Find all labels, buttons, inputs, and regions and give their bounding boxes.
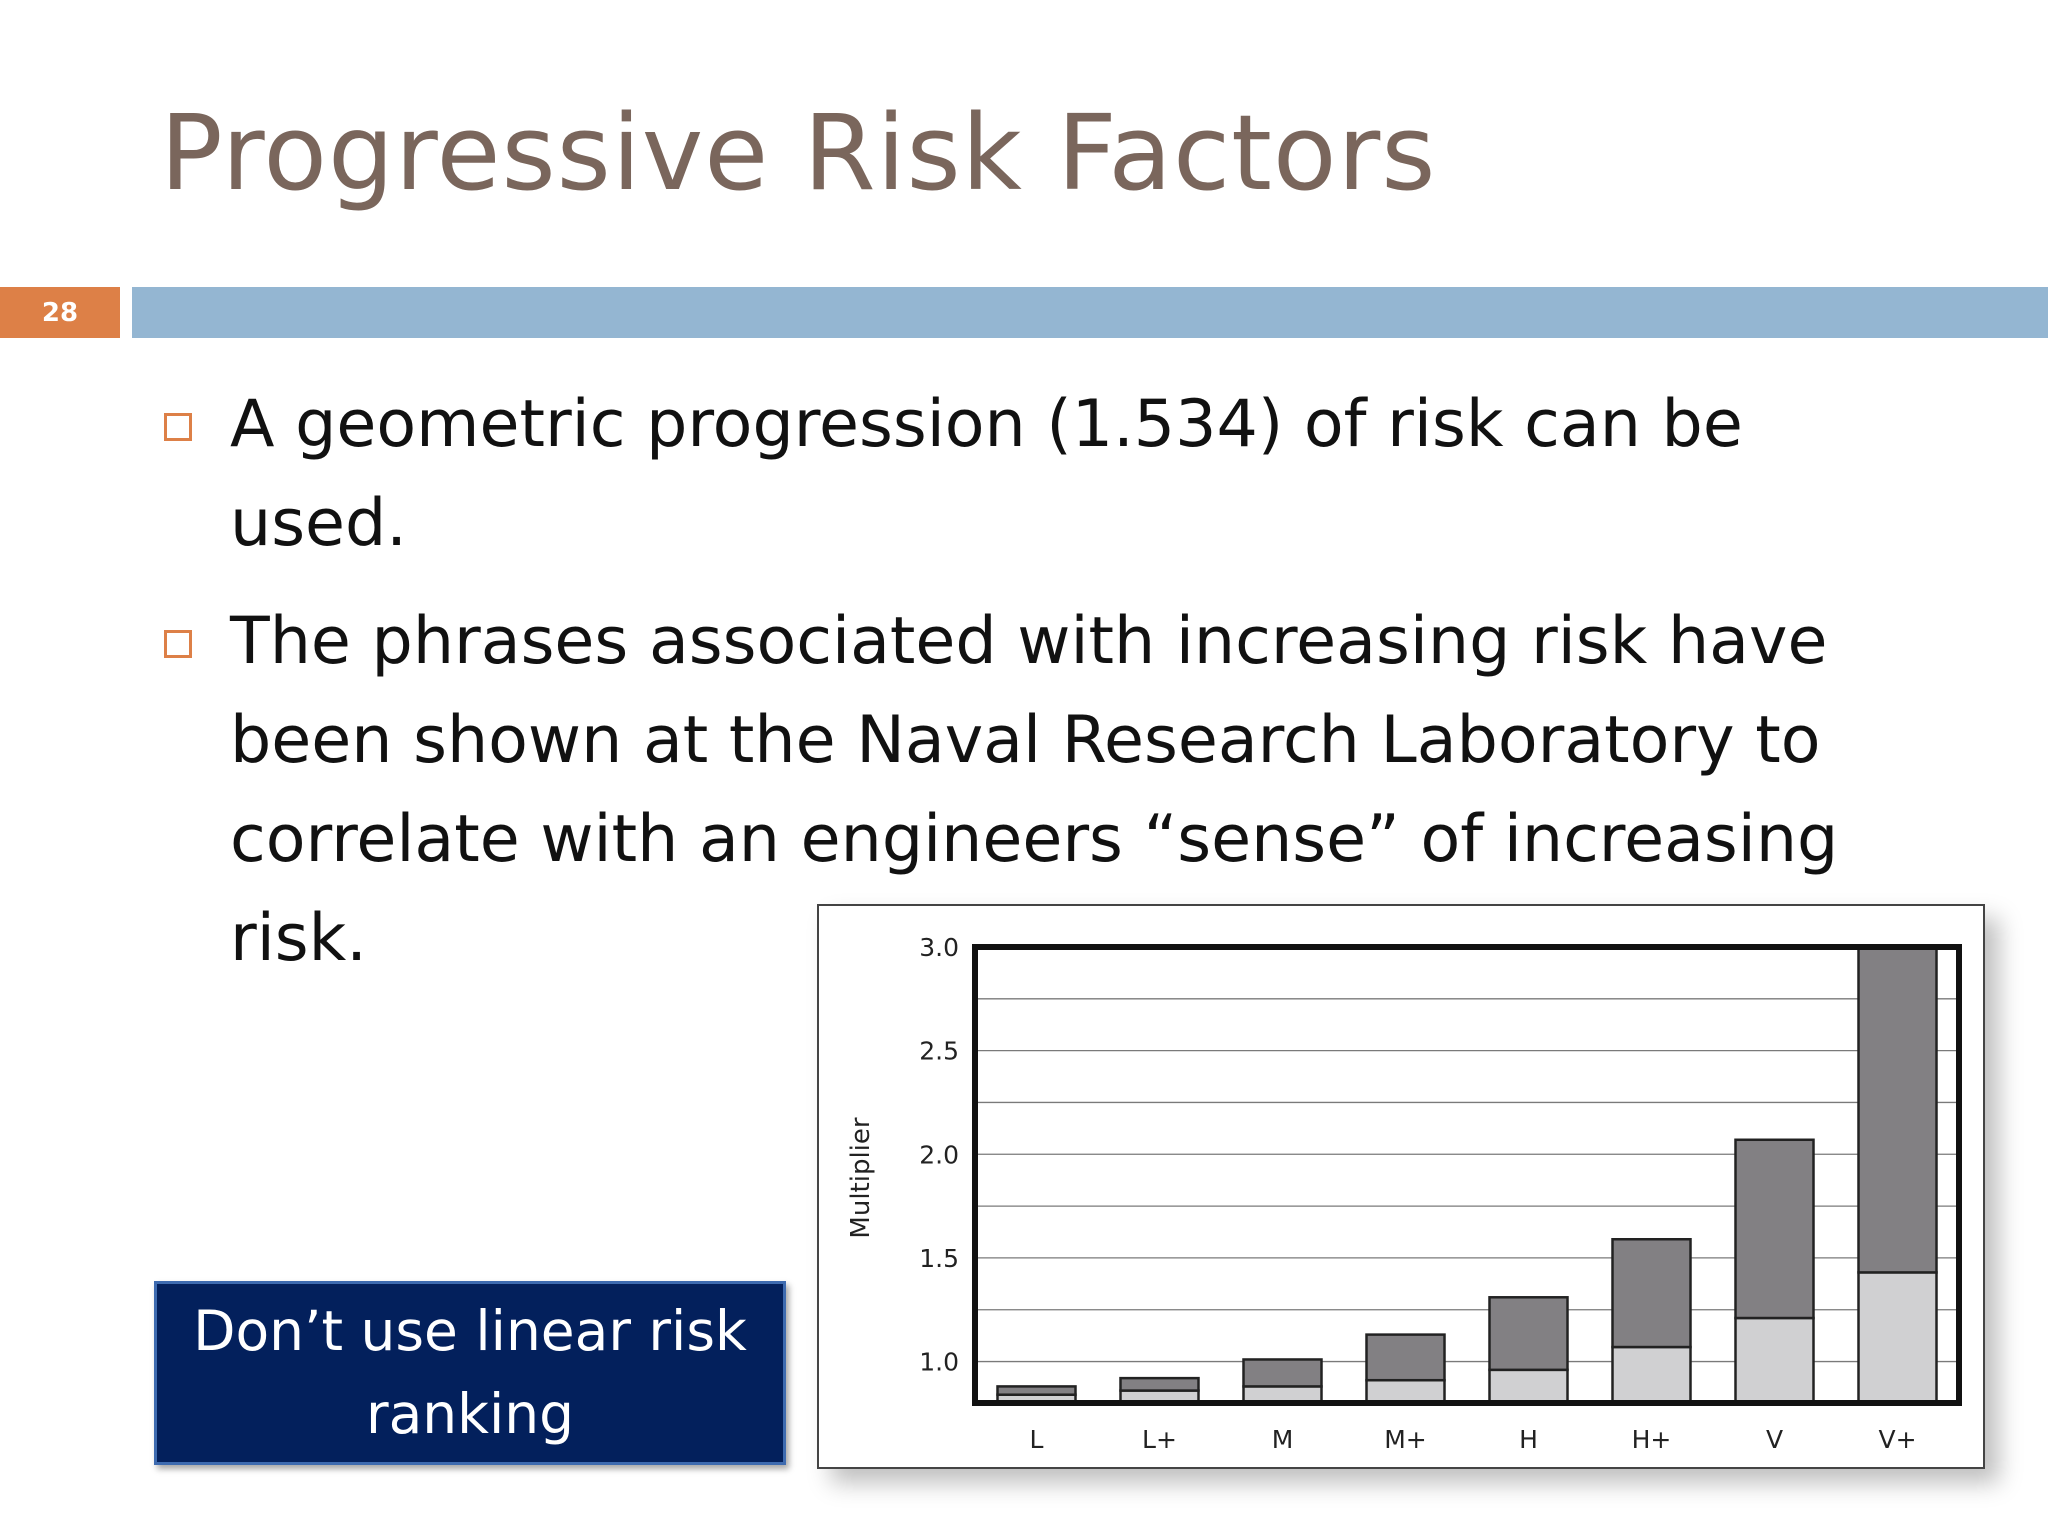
callout-box: Don’t use linear risk ranking bbox=[154, 1281, 786, 1465]
header-rule bbox=[132, 287, 2048, 338]
bar-segment-lower bbox=[1611, 1345, 1692, 1405]
multiplier-bar-chart: 1.0 1.5 2.0 2.5 3.0 Multiplier L L+ M M+ H H+ V V+ bbox=[846, 933, 1962, 1454]
bar-segment-lower bbox=[1734, 1316, 1815, 1405]
bullet-item: A geometric progression (1.534) of risk … bbox=[160, 375, 1880, 573]
bar-segment-lower bbox=[1365, 1378, 1446, 1405]
y-axis-label: Multiplier bbox=[846, 1117, 876, 1239]
slide-title: Progressive Risk Factors bbox=[160, 92, 1437, 214]
bar-segment-upper bbox=[996, 1385, 1077, 1396]
plot-area-border bbox=[972, 944, 1962, 1406]
bullet-text: The phrases associated with increasing r… bbox=[230, 604, 1839, 976]
x-tick-label: L+ bbox=[1142, 1425, 1177, 1454]
callout-text: Don’t use linear risk ranking bbox=[193, 1299, 747, 1446]
y-tick-label: 1.5 bbox=[919, 1244, 959, 1273]
bullet-text: A geometric progression (1.534) of risk … bbox=[230, 387, 1743, 561]
bar-segment-upper bbox=[1611, 1238, 1692, 1349]
bar-segment-upper bbox=[1488, 1296, 1569, 1372]
x-tick-label: M+ bbox=[1384, 1425, 1427, 1454]
y-tick-label: 1.0 bbox=[919, 1348, 959, 1377]
bullet-list: A geometric progression (1.534) of risk … bbox=[160, 375, 1880, 1007]
bar-segment-upper bbox=[1857, 945, 1938, 1274]
y-tick-label: 2.0 bbox=[919, 1140, 959, 1169]
square-bullet-icon bbox=[164, 413, 192, 441]
bar-segment-upper bbox=[1242, 1358, 1323, 1388]
bar-segment-lower bbox=[1857, 1271, 1938, 1405]
bar-segment-upper bbox=[1365, 1333, 1446, 1382]
bar-segment-upper bbox=[1734, 1138, 1815, 1320]
slide-number: 28 bbox=[0, 287, 120, 338]
square-bullet-icon bbox=[164, 630, 192, 658]
chart-frame: 1.0 1.5 2.0 2.5 3.0 Multiplier L L+ M M+ H H+ V V+ bbox=[817, 904, 1985, 1469]
x-tick-label: V+ bbox=[1878, 1425, 1916, 1454]
x-tick-label: L bbox=[1030, 1425, 1044, 1454]
x-tick-label: V bbox=[1766, 1425, 1783, 1454]
y-tick-label: 2.5 bbox=[919, 1037, 959, 1066]
x-tick-label: H bbox=[1519, 1425, 1538, 1454]
bar-segment-upper bbox=[1119, 1376, 1200, 1392]
bullet-item: The phrases associated with increasing r… bbox=[160, 592, 1880, 988]
y-tick-label: 3.0 bbox=[919, 933, 959, 962]
bar-segment-lower bbox=[1488, 1368, 1569, 1405]
x-tick-label: M bbox=[1272, 1425, 1294, 1454]
x-tick-label: H+ bbox=[1632, 1425, 1672, 1454]
